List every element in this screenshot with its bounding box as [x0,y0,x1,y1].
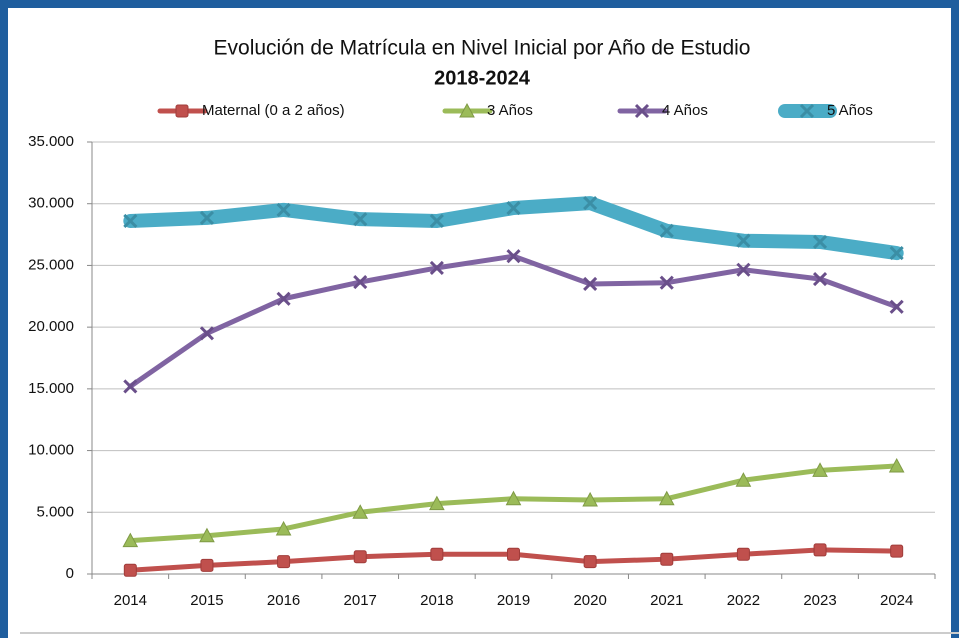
x-tick-label: 2016 [267,592,300,609]
x-tick-label: 2018 [420,592,453,609]
marker [429,495,445,511]
marker [276,291,291,306]
marker [175,104,189,118]
marker [812,234,828,250]
marker [506,200,521,216]
marker [582,491,598,507]
marker [506,249,521,264]
marker [583,555,597,569]
marker [583,196,598,211]
marker [583,276,598,292]
x-tick-label: 2015 [190,592,223,609]
x-tick-label: 2020 [573,592,606,609]
y-tick-label: 35.000 [28,133,74,150]
marker [352,504,369,519]
marker [889,299,904,314]
chart-title: Evolución de Matrícula en Nivel Inicial … [214,37,751,60]
y-tick-label: 5.000 [36,503,74,520]
y-tick-label: 0 [66,565,74,582]
legend-label: 5 Años [827,102,873,119]
marker [505,490,522,506]
legend-label: 4 Años [662,102,708,119]
marker [123,379,138,394]
legend-label: 3 Años [487,102,533,119]
marker [275,520,292,536]
x-tick-label: 2024 [880,592,913,609]
marker [812,462,828,477]
marker [199,527,215,543]
marker [889,246,904,261]
marker [429,260,444,275]
marker [659,275,674,290]
marker [276,202,291,217]
y-tick-label: 20.000 [28,318,74,335]
marker [200,558,214,572]
marker [199,210,215,225]
x-tick-label: 2022 [727,592,760,609]
marker [353,212,368,227]
marker [660,552,674,566]
y-tick-label: 25.000 [28,256,74,273]
marker [890,544,904,558]
x-tick-label: 2014 [114,592,147,609]
marker [736,233,751,248]
marker [736,262,751,277]
marker [429,213,444,229]
marker [659,223,674,238]
marker [736,547,750,561]
marker [353,275,368,290]
marker [430,547,444,561]
marker [459,102,475,118]
legend-label: Maternal (0 a 2 años) [202,102,345,119]
marker [353,550,367,564]
x-tick-label: 2021 [650,592,683,609]
marker [123,213,138,229]
marker [799,103,815,119]
marker [735,472,752,487]
y-tick-label: 30.000 [28,195,74,212]
x-tick-label: 2019 [497,592,530,609]
chart-subtitle: 2018-2024 [434,67,531,89]
y-tick-label: 15.000 [28,380,74,397]
x-tick-label: 2017 [344,592,377,609]
marker [812,271,828,287]
y-tick-label: 10.000 [28,442,74,459]
marker [123,563,137,577]
marker [277,555,291,569]
marker [888,457,905,473]
marker [122,532,139,548]
marker [199,326,215,341]
marker [634,103,650,119]
marker [658,490,675,506]
x-tick-label: 2023 [803,592,836,609]
marker [813,543,827,557]
marker [507,547,520,561]
